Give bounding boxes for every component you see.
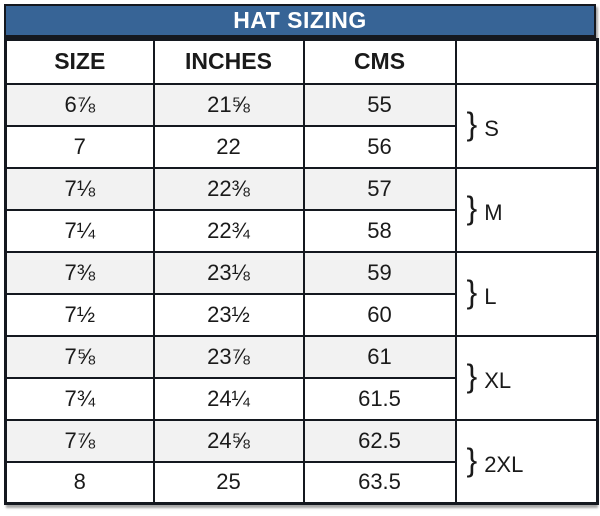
column-header-inches: INCHES	[152, 38, 305, 85]
cms-cell: 61.5	[302, 376, 457, 421]
brace-glyph: }	[466, 441, 478, 478]
inches-cell: 22	[152, 124, 305, 169]
inches-cell: 22⅜	[152, 166, 305, 211]
table-row: 7½ 23½ 60	[4, 292, 598, 337]
cms-cell: 63.5	[302, 460, 457, 505]
inches-cell: 23⅞	[152, 334, 305, 379]
group-label-l: } L	[454, 250, 599, 337]
column-header-group	[454, 38, 599, 85]
group-label-m: } M	[454, 166, 599, 253]
table-title: HAT SIZING	[233, 7, 367, 33]
inches-cell: 23⅛	[152, 250, 305, 295]
brace-glyph: }	[466, 190, 478, 226]
inches-cell: 24¼	[152, 376, 305, 421]
size-cell: 7	[4, 124, 155, 169]
hat-sizing-table: HAT SIZING SIZE INCHES CMS 6⅞ 21⅝ 55 } S …	[4, 4, 599, 505]
cms-cell: 60	[302, 292, 457, 337]
cms-cell: 62.5	[302, 418, 457, 463]
group-label-2xl: } 2XL	[454, 418, 599, 505]
size-cell: 7⅞	[4, 418, 155, 463]
group-label-text: L	[484, 284, 497, 309]
column-header-cms: CMS	[302, 38, 457, 85]
group-label-s: } S	[454, 82, 599, 169]
cms-cell: 61	[302, 334, 457, 379]
sizing-table: SIZE INCHES CMS 6⅞ 21⅝ 55 } S 7 22 56 7⅛ …	[4, 38, 599, 505]
group-label-text: M	[484, 200, 503, 225]
table-row: 7⅝ 23⅞ 61 } XL	[4, 334, 599, 421]
table-row: 7¼ 22¾ 58	[4, 208, 598, 253]
inches-cell: 22¾	[152, 208, 305, 253]
header-row: SIZE INCHES CMS	[4, 38, 599, 85]
table-title-bar: HAT SIZING	[4, 4, 596, 38]
group-label-text: 2XL	[484, 451, 524, 477]
table-row: 7¾ 24¼ 61.5	[4, 376, 598, 421]
table-row: 7 22 56	[4, 124, 598, 169]
cms-cell: 58	[302, 208, 457, 253]
group-label-text: XL	[484, 368, 512, 393]
inches-cell: 23½	[152, 292, 305, 337]
size-cell: 7½	[4, 292, 155, 337]
table-row: 6⅞ 21⅝ 55 } S	[4, 82, 599, 169]
brace-glyph: }	[466, 274, 478, 310]
brace-glyph: }	[466, 358, 478, 394]
table-row: 7⅛ 22⅜ 57 } M	[4, 166, 599, 253]
inches-cell: 25	[152, 460, 305, 505]
group-label-text: S	[484, 116, 499, 141]
table-row: 7⅞ 24⅝ 62.5 } 2XL	[4, 418, 599, 505]
cms-cell: 55	[302, 82, 457, 127]
inches-cell: 21⅝	[152, 82, 305, 127]
brace-glyph: }	[466, 106, 478, 142]
column-header-size: SIZE	[4, 38, 155, 85]
cms-cell: 59	[302, 250, 457, 295]
size-cell: 7⅛	[4, 166, 155, 211]
inches-cell: 24⅝	[152, 418, 305, 463]
size-cell: 6⅞	[4, 82, 155, 127]
cms-cell: 56	[302, 124, 457, 169]
size-cell: 7¼	[4, 208, 155, 253]
table-row: 8 25 63.5	[4, 460, 598, 505]
size-cell: 8	[4, 460, 155, 505]
group-label-xl: } XL	[454, 334, 599, 421]
table-row: 7⅜ 23⅛ 59 } L	[4, 250, 599, 337]
size-cell: 7⅝	[4, 334, 155, 379]
size-cell: 7⅜	[4, 250, 155, 295]
cms-cell: 57	[302, 166, 457, 211]
size-cell: 7¾	[4, 376, 155, 421]
